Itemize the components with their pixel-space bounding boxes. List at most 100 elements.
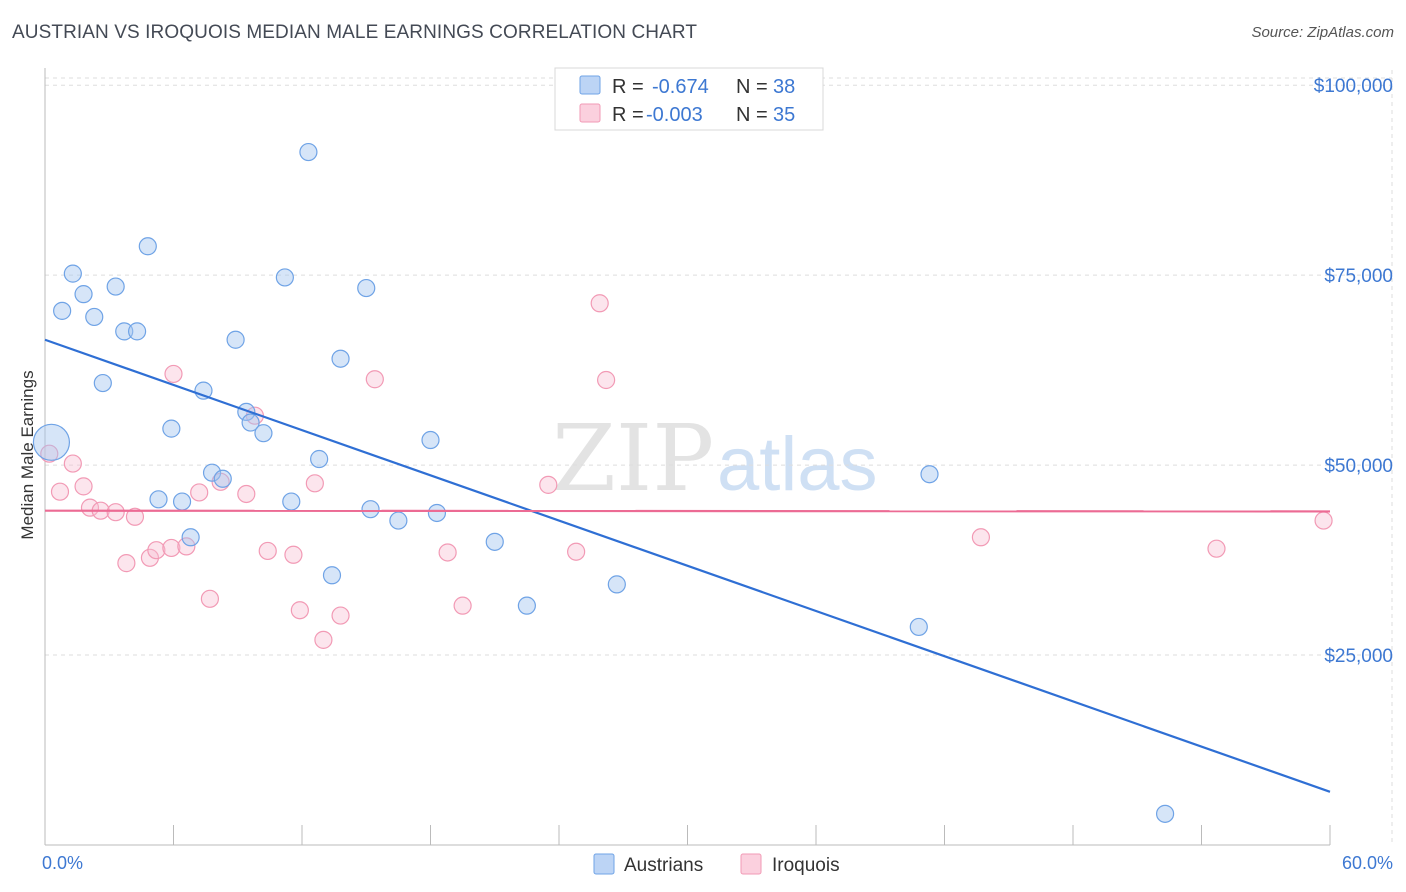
iroquois-points	[40, 294, 1333, 649]
y-tick-label: $100,000	[1314, 76, 1393, 97]
iroquois-point	[177, 537, 196, 556]
trend-lines	[44, 338, 1331, 793]
bottom-legend-label-austrians: Austrians	[624, 855, 703, 876]
austrian-point	[53, 301, 72, 320]
iroquois-point	[140, 548, 160, 567]
austrian-point	[275, 268, 294, 287]
iroquois-point	[305, 474, 324, 493]
austrian-point	[237, 402, 256, 422]
x-tick-label-min: 0.0%	[42, 853, 83, 873]
legend-n-value-iroquois: 35	[773, 104, 795, 126]
gridlines	[45, 70, 1393, 845]
austrian-point	[310, 449, 329, 469]
austrian-point	[172, 492, 192, 511]
legend-r-value-iroquois: -0.003	[646, 104, 703, 126]
austrian-point	[485, 532, 504, 551]
iroquois-point	[40, 444, 59, 463]
bottom-legend-label-iroquois: Iroquois	[772, 855, 840, 876]
iroquois-trend-line	[44, 509, 1331, 513]
austrian-point	[427, 503, 447, 523]
y-axis-label: Median Male Earnings	[18, 370, 37, 539]
iroquois-point	[314, 630, 333, 649]
iroquois-point	[63, 454, 82, 473]
austrian-point	[607, 575, 626, 594]
austrian-point	[254, 424, 273, 443]
iroquois-point	[50, 482, 70, 501]
watermark-zip: ZIP	[552, 405, 714, 512]
austrian-point	[299, 142, 318, 162]
iroquois-point	[365, 370, 384, 389]
x-tick-labels: 0.0% 60.0%	[42, 853, 1393, 873]
iroquois-point	[1314, 511, 1333, 530]
iroquois-point	[164, 364, 183, 384]
austrian-point	[331, 349, 350, 368]
y-tick-label: $25,000	[1324, 646, 1393, 667]
austrian-point	[32, 423, 71, 461]
iroquois-point	[590, 294, 609, 313]
iroquois-point	[284, 545, 303, 564]
legend-r-label-iroquois: R =	[612, 104, 644, 126]
austrian-point	[93, 373, 112, 393]
legend-n-value-austrians: 38	[773, 76, 795, 98]
austrian-point	[85, 307, 104, 327]
iroquois-point	[162, 538, 181, 558]
austrian-point	[226, 330, 245, 349]
watermark-atlas: atlas	[717, 422, 878, 507]
iroquois-point	[200, 589, 220, 608]
iroquois-point	[74, 477, 93, 496]
iroquois-point	[971, 528, 991, 547]
iroquois-point	[147, 541, 166, 560]
bottom-legend-swatch-austrians	[593, 853, 615, 875]
austrian-point	[357, 278, 376, 298]
y-tick-labels: $25,000 $50,000 $75,000 $100,000	[1314, 76, 1393, 667]
axes	[44, 68, 1331, 846]
austrian-point	[63, 264, 82, 283]
y-tick-label: $75,000	[1324, 266, 1393, 287]
correlation-legend: R = -0.674 N = 38 R = -0.003 N = 35	[554, 67, 824, 131]
legend-r-label-austrians: R =	[612, 76, 644, 98]
legend-r-value-austrians: -0.674	[652, 76, 709, 98]
iroquois-point	[258, 541, 277, 561]
austrian-point	[115, 322, 134, 341]
iroquois-point	[567, 542, 586, 561]
austrian-point	[282, 492, 301, 511]
austrian-point	[202, 463, 222, 482]
iroquois-point	[438, 543, 457, 562]
austrian-point	[361, 500, 380, 519]
x-tick-label-max: 60.0%	[1342, 853, 1393, 873]
iroquois-point	[106, 503, 125, 522]
iroquois-point	[539, 475, 558, 494]
austrian-point	[138, 237, 157, 256]
austrian-point	[909, 617, 928, 637]
austrian-point	[106, 277, 125, 296]
y-tick-label: $50,000	[1324, 456, 1393, 477]
iroquois-point	[290, 601, 309, 620]
iroquois-point	[453, 596, 472, 615]
austrian-point	[74, 285, 93, 304]
austrian-point	[920, 465, 939, 484]
legend-swatch-iroquois	[579, 103, 601, 123]
austrian-point	[149, 490, 168, 509]
austrian-point	[517, 596, 536, 615]
chart-title: AUSTRIAN VS IROQUOIS MEDIAN MALE EARNING…	[12, 22, 698, 43]
austrian-point	[181, 528, 200, 547]
iroquois-point	[597, 370, 616, 390]
iroquois-point	[190, 483, 209, 502]
austrian-point	[213, 469, 232, 488]
series-legend: Austrians Iroquois	[593, 853, 840, 876]
austrian-point	[162, 419, 181, 438]
iroquois-point	[125, 507, 145, 526]
legend-swatch-austrians	[579, 75, 601, 95]
austrian-point	[1155, 804, 1175, 823]
iroquois-point	[117, 554, 136, 573]
legend-n-label-iroquois: N =	[736, 104, 768, 126]
austrian-point	[127, 322, 147, 341]
austrians-points	[32, 142, 1175, 823]
austrians-trend-line	[44, 338, 1331, 793]
austrian-point	[389, 511, 408, 530]
austrian-point	[241, 413, 260, 432]
bottom-legend-swatch-iroquois	[740, 853, 762, 875]
austrian-point	[421, 430, 440, 450]
austrian-point	[322, 566, 342, 585]
